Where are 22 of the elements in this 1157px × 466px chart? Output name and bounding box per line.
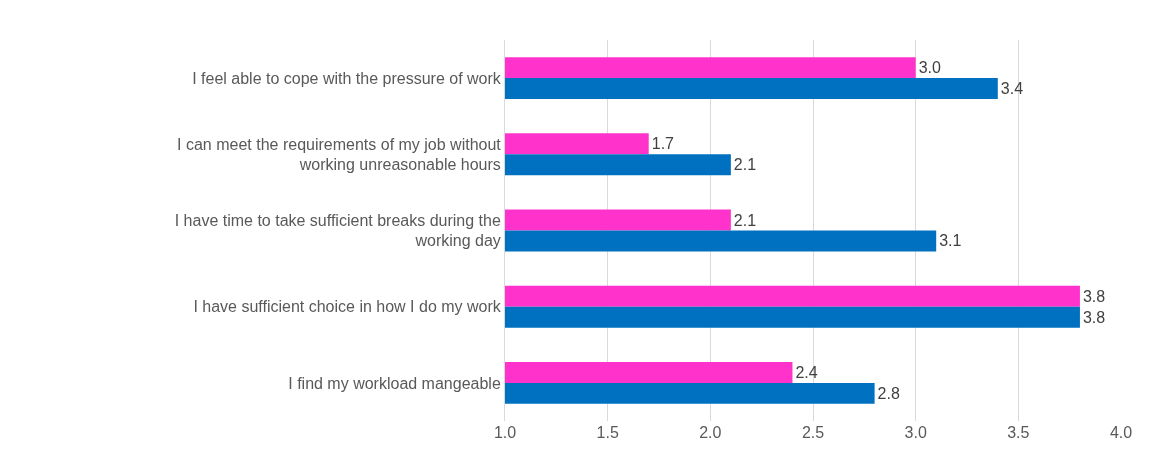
data-label: 2.4: [795, 363, 818, 381]
data-label: 2.1: [733, 156, 757, 174]
x-tick-label: 1.0: [493, 424, 517, 441]
data-label: 1.7: [651, 135, 675, 153]
x-tick-label: 2.5: [801, 424, 825, 441]
y-tick-label: I have time to take sufficient breaks during the working day: [174, 211, 501, 250]
x-tick-label: 3.5: [1007, 424, 1030, 441]
x-tick-label: 2.0: [699, 424, 722, 441]
y-tick-label: I find my workload mangeable: [288, 374, 501, 392]
y-tick-label: I have sufficient choice in how I do my work: [193, 298, 502, 316]
data-label: 3.8: [1082, 308, 1106, 326]
x-tick-label: 3.0: [904, 424, 927, 441]
data-label: 3.0: [918, 59, 942, 77]
x-tick-label: 4.0: [1109, 424, 1133, 441]
data-label: 3.1: [939, 232, 962, 250]
data-label: 3.4: [1000, 80, 1024, 98]
x-tick-label: 1.5: [596, 424, 619, 441]
y-tick-label: I feel able to cope with the pressure of work: [192, 69, 502, 87]
data-label: 2.1: [733, 211, 757, 229]
y-tick-label: I can meet the requirements of my job without working unreasonable hours: [177, 135, 502, 174]
data-label: 3.8: [1082, 287, 1106, 305]
data-label: 2.8: [877, 384, 900, 402]
